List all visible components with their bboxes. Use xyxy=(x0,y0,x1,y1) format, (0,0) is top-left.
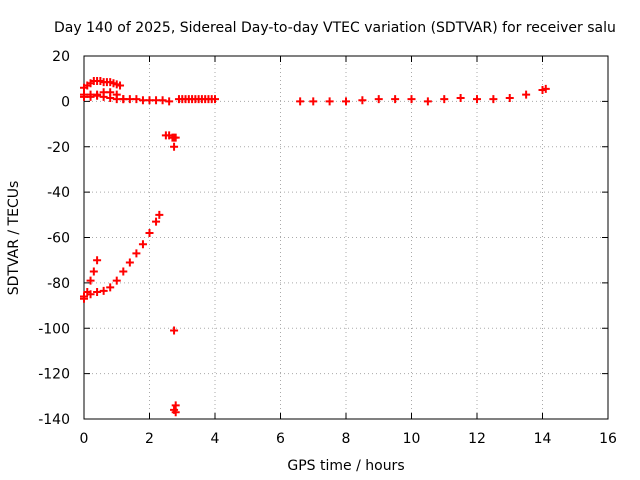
y-tick-label: -80 xyxy=(47,276,70,292)
grid xyxy=(84,56,608,419)
data-point xyxy=(112,90,121,99)
x-tick-label: 6 xyxy=(276,431,285,447)
data-point xyxy=(132,249,141,258)
data-point xyxy=(541,84,550,93)
data-point xyxy=(93,90,102,99)
data-point xyxy=(342,97,350,106)
data-point xyxy=(86,276,95,285)
data-point xyxy=(155,210,164,219)
chart-title: Day 140 of 2025, Sidereal Day-to-day VTE… xyxy=(54,20,616,36)
y-tick-label: -20 xyxy=(47,140,70,156)
data-point xyxy=(170,142,179,151)
data-point xyxy=(89,267,98,276)
data-point xyxy=(119,267,128,276)
data-point xyxy=(171,401,180,410)
data-point xyxy=(171,133,180,142)
y-tick-label: -120 xyxy=(38,367,70,383)
series-6 xyxy=(174,95,219,104)
data-point xyxy=(374,95,383,104)
x-tick-label: 0 xyxy=(80,431,89,447)
data-point xyxy=(296,97,305,106)
data-point xyxy=(358,96,367,105)
data-point xyxy=(99,286,108,295)
data-point xyxy=(489,95,498,104)
data-point xyxy=(407,95,416,104)
series-1 xyxy=(80,90,174,106)
data-point xyxy=(211,95,219,104)
data-point xyxy=(505,93,514,102)
data-point xyxy=(112,276,121,285)
x-tick-label: 2 xyxy=(145,431,154,447)
x-tick-label: 4 xyxy=(211,431,220,447)
data-point xyxy=(80,292,88,301)
data-point xyxy=(165,97,174,106)
y-tick-label: -100 xyxy=(38,321,70,337)
data-point xyxy=(456,93,465,102)
x-tick-label: 16 xyxy=(599,431,617,447)
series-7 xyxy=(296,84,550,106)
data-point xyxy=(145,228,154,237)
data-point xyxy=(309,97,318,106)
y-tick-label: -140 xyxy=(38,412,70,428)
data-point xyxy=(125,258,134,267)
y-axis-label: SDTVAR / TECUs xyxy=(6,181,22,296)
series-0 xyxy=(80,76,125,92)
data-point xyxy=(391,95,400,104)
y-tick-label: -40 xyxy=(47,185,70,201)
data-point xyxy=(473,95,481,104)
data-point xyxy=(106,283,115,292)
y-tick-labels: 20 0 -20 -40 -60 -80 -100 -120 -140 xyxy=(38,49,70,428)
data-point xyxy=(93,287,102,296)
data-point xyxy=(132,95,141,104)
data-point xyxy=(86,92,95,101)
series-4 xyxy=(80,210,164,301)
x-tick-label: 12 xyxy=(468,431,486,447)
data-point xyxy=(423,97,432,106)
data-point xyxy=(170,326,179,335)
data-point xyxy=(106,88,115,97)
data-point xyxy=(119,95,128,104)
x-tick-label: 10 xyxy=(403,431,421,447)
data-point xyxy=(440,95,449,104)
x-tick-label: 8 xyxy=(342,431,351,447)
axis-ticks xyxy=(83,55,609,420)
data-points xyxy=(80,76,550,417)
x-tick-label: 14 xyxy=(534,431,552,447)
y-tick-label: -60 xyxy=(47,231,70,247)
series-5 xyxy=(161,131,180,417)
data-point xyxy=(116,81,125,90)
y-tick-label: 20 xyxy=(52,49,70,65)
data-point xyxy=(325,97,334,106)
data-point xyxy=(522,90,531,99)
y-tick-label: 0 xyxy=(61,94,70,110)
x-tick-labels: 0 2 4 6 8 10 12 14 16 xyxy=(80,431,617,447)
data-point xyxy=(158,96,167,105)
data-point xyxy=(138,240,147,249)
data-point xyxy=(93,256,102,265)
data-point xyxy=(86,290,95,299)
data-point xyxy=(171,408,180,417)
data-point xyxy=(152,217,161,226)
series-2 xyxy=(80,88,128,104)
x-axis-label: GPS time / hours xyxy=(287,458,404,474)
